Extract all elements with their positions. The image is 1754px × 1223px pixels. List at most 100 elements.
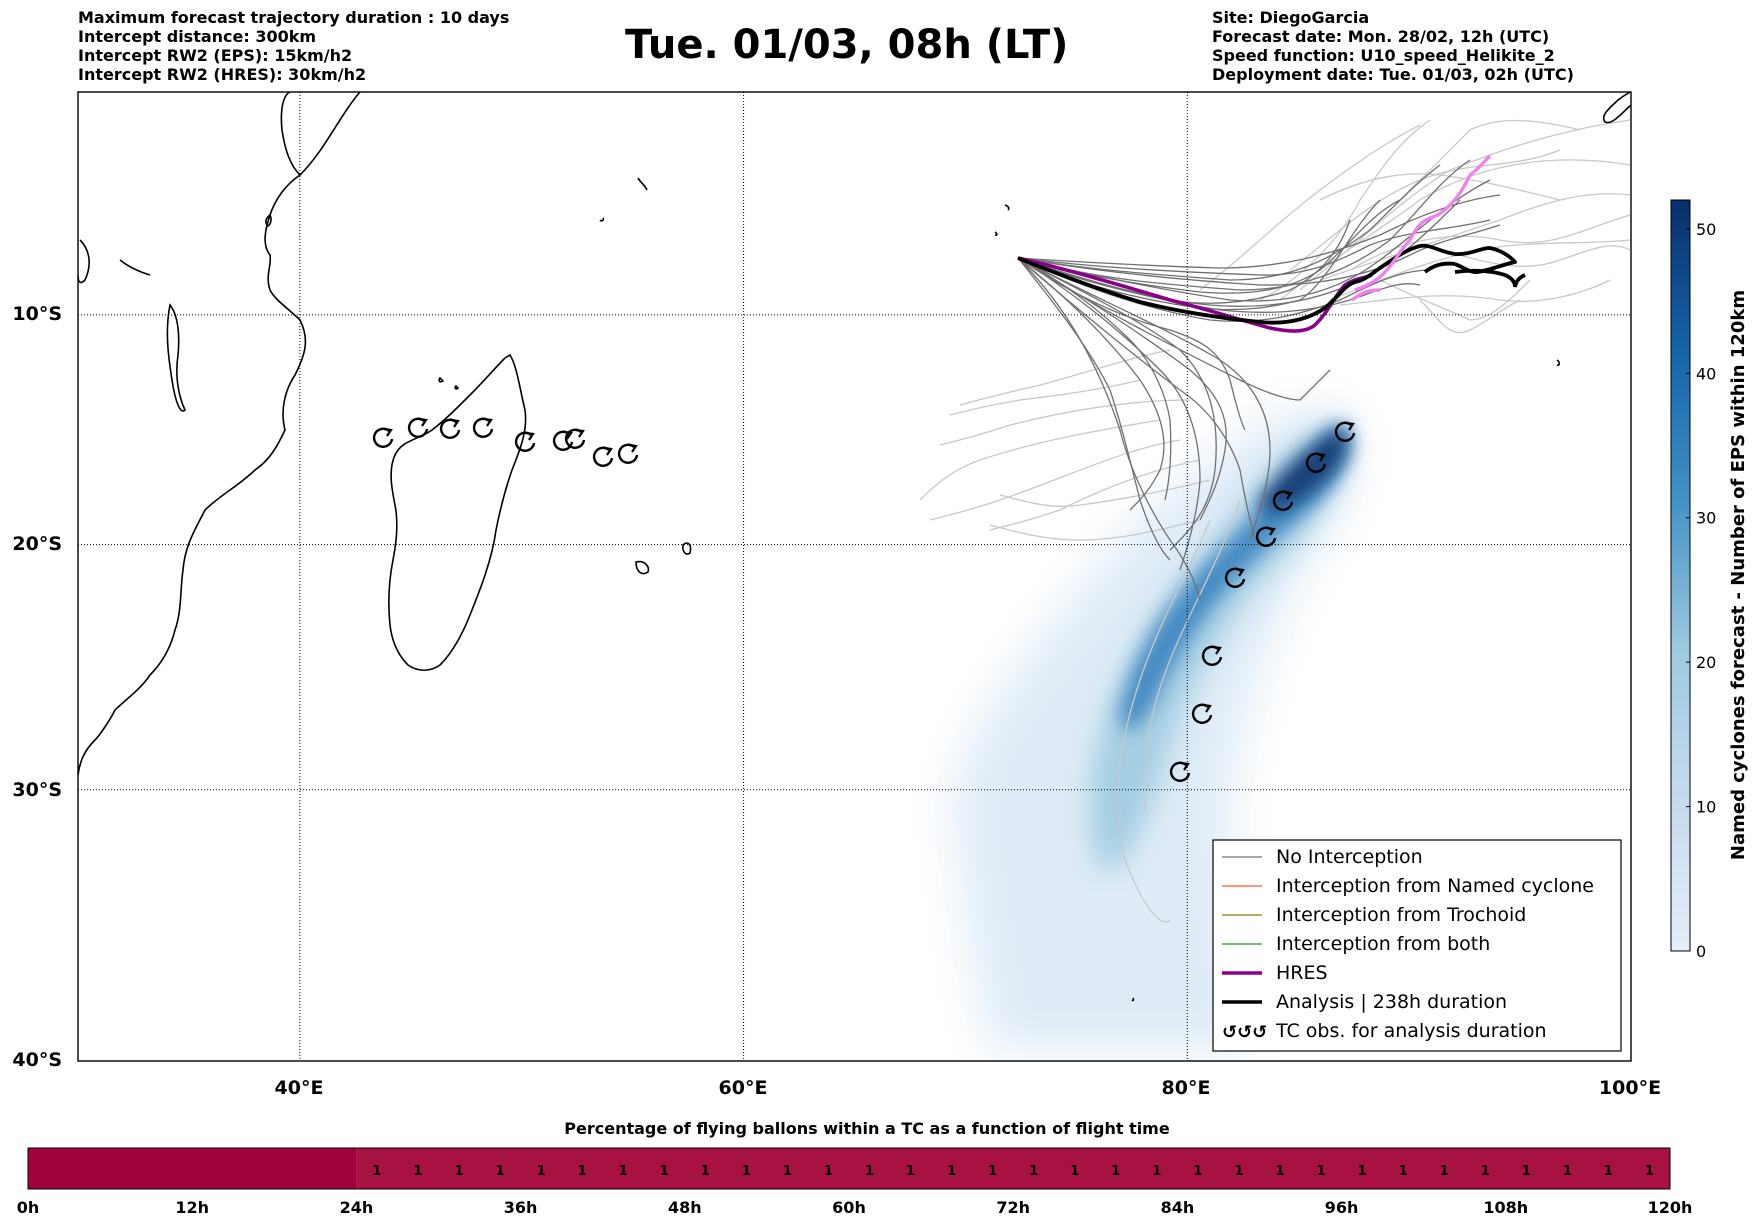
map-border [77,91,1632,1062]
percentage-cell-value: 1 [619,1164,628,1179]
percentage-bar-tick-label: 24h [340,1198,374,1217]
tc-marker-arc [592,446,614,467]
tc-marker-arc [1305,452,1327,473]
island-reunion [635,560,650,575]
header-left-line-3: Intercept RW2 (EPS): 15km/h2 [78,46,353,65]
trajectory-line [1017,257,1165,511]
percentage-cell-value: 1 [1358,1164,1367,1179]
percentage-cell-value: 1 [1111,1164,1120,1179]
tc-marker-arrowhead [603,446,613,456]
header-left: Maximum forecast trajectory duration : 1… [78,8,509,84]
header-right-line-4: Deployment date: Tue. 01/03, 02h (UTC) [1212,65,1574,84]
percentage-cell-value: 1 [1234,1164,1243,1179]
island-cocos [1556,359,1561,366]
header-right: Site: DiegoGarcia Forecast date: Mon. 28… [1212,8,1574,84]
legend-box [1212,839,1622,1052]
percentage-cell-value: 1 [988,1164,997,1179]
tc-marker-arrowhead [1235,567,1245,577]
percentage-cell-value: 1 [1070,1164,1079,1179]
colorbar-tick-label: 20 [1696,653,1716,672]
tc-observation-marker [1305,452,1327,473]
tc-icon: ↺↺↺ [1222,1022,1267,1043]
island-mauritius [682,542,692,555]
legend-item: Analysis | 238h duration [1222,991,1507,1013]
tc-marker-arrowhead [525,431,535,441]
trajectory-line [1017,194,1501,269]
legend-item: No Interception [1222,846,1423,868]
trajectory-tail [1143,499,1241,811]
tc-marker-arc [1272,490,1294,511]
tc-marker-arrowhead [1180,761,1190,771]
percentage-cell-value: 1 [742,1164,751,1179]
percentage-bar-tick-label: 72h [996,1198,1030,1217]
tc-observation-marker [617,443,639,464]
tc-marker-arrowhead [1345,421,1355,431]
legend-item: Interception from Trochoid [1222,904,1526,926]
tc-marker-arrowhead [628,443,638,453]
percentage-bar-title: Percentage of flying ballons within a TC… [564,1119,1170,1138]
hres-trajectory [1017,256,1373,333]
trajectory-tail [1259,119,1431,301]
trajectory-tail [1299,119,1631,291]
tc-marker-arc [1255,526,1277,547]
lat-axis-labels: 10°S 20°S 30°S 40°S [12,303,62,1071]
percentage-bar-one-region [356,1148,1670,1189]
percentage-cell-value: 1 [783,1164,792,1179]
trajectory-line [1017,219,1351,304]
tc-marker-arc [1224,567,1246,588]
header-right-line-2: Forecast date: Mon. 28/02, 12h (UTC) [1212,27,1550,46]
tc-marker-arc [1201,645,1223,666]
percentage-cell-value: 1 [906,1164,915,1179]
tc-marker-arc [1191,703,1213,724]
tc-observation-marker [1224,567,1246,588]
header-right-line-3: Speed function: U10_speed_Helikite_2 [1212,46,1555,65]
island-seychelles [599,177,648,222]
island-comoros [438,376,460,390]
percentage-cell-value: 1 [1276,1164,1285,1179]
colorbar-tick-label: 40 [1696,364,1716,383]
tc-marker-arrowhead [1202,703,1212,713]
tc-observation-marker [439,418,461,439]
colorbar-tick-label: 0 [1696,942,1706,961]
percentage-cell-value: 1 [1029,1164,1038,1179]
lon-label-60e: 60°E [719,1077,768,1099]
percentage-cell-value: 1 [578,1164,587,1179]
coast-africa-north [280,92,301,176]
percentage-cell-value: 1 [1152,1164,1161,1179]
island-maldives [994,204,1010,237]
colorbar-tick-label: 50 [1696,220,1716,239]
colorbar: 0 10 20 30 40 50 Named cyclones forecast - Nu… [1670,199,1749,961]
percentage-cell-value: 1 [537,1164,546,1179]
island-madagascar [387,353,527,672]
percentage-bar-tick-label: 60h [832,1198,866,1217]
tc-marker-arc [1169,761,1191,782]
page-title: Tue. 01/03, 08h (LT) [625,22,1069,68]
trajectory-tail [1117,519,1211,923]
tc-observation-marker [1255,526,1277,547]
trajectory-line [1017,257,1256,541]
lon-label-80e: 80°E [1162,1077,1211,1099]
legend-item: Interception from both [1222,933,1490,955]
percentage-cell-value: 1 [1645,1164,1654,1179]
tc-observation-marker [1169,761,1191,782]
tc-marker-arc [439,418,461,439]
tc-marker-arrowhead [1316,452,1326,462]
tc-marker-arc [617,443,639,464]
island-zanzibar [265,213,272,228]
trajectory-line [1017,257,1201,571]
percentage-cell-value: 1 [413,1164,422,1179]
percentage-cell-value: 1 [824,1164,833,1179]
header-left-line-2: Intercept distance: 300km [78,27,317,46]
tc-observation-marker [564,428,586,449]
legend-label: Analysis | 238h duration [1276,991,1507,1013]
tc-marker-arrowhead [418,417,428,427]
legend: No Interception Interception from Named c… [1212,839,1622,1052]
legend-item: ↺↺↺ TC obs. for analysis duration [1222,1020,1547,1043]
trajectory-tail [1319,193,1631,281]
tc-observation-marker [1334,421,1356,442]
lat-label-10s: 10°S [12,303,62,325]
tc-observation-marker [514,431,536,452]
trajectory-line [1017,219,1491,276]
trajectory-tail [1199,124,1421,291]
